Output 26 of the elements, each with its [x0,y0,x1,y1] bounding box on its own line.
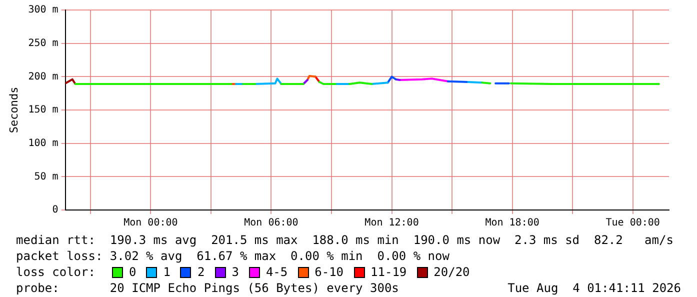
y-tick-label: 50 m [34,171,58,182]
y-tick-label: 250 m [28,38,58,49]
legend-label: 0 [129,264,136,280]
x-tick-label: Mon 06:00 [244,218,298,229]
x-tick-label: Mon 18:00 [485,218,540,229]
text: Tue Aug 4 01:41:11 2026 [508,280,681,296]
legend-title: loss color: [16,264,96,280]
legend-label: 2 [197,264,205,280]
legend-label: 4-5 [266,264,288,280]
text: median rtt: 190.3 ms avg 201.5 ms max 188.0 ms min 190.0 ms now 2.3 ms sd 82.2 am/s [16,232,674,248]
legend-label: 3 [232,264,239,280]
y-tick-label: 200 m [28,71,58,82]
y-axis-title: Seconds [7,86,20,134]
legend-label: 11-19 [370,264,407,280]
text: probe: 20 ICMP Echo Pings (56 Bytes) every 300s [16,280,399,296]
legend-label: 20/20 [434,264,470,280]
y-tick-label: 0 [52,204,58,216]
x-tick-label: Mon 00:00 [124,218,178,229]
legend-label: 1 [163,264,170,280]
y-tick-label: 100 m [28,138,58,149]
legend-label: 6-10 [314,264,344,280]
x-tick-label: Tue 00:00 [606,218,660,229]
y-tick-label: 150 m [28,104,58,116]
text: packet loss: 3.02 % avg 61.67 % max 0.00 % min 0.00 % now [16,248,450,264]
y-tick-label: 300 m [28,4,58,16]
x-tick-label: Mon 12:00 [364,218,419,229]
